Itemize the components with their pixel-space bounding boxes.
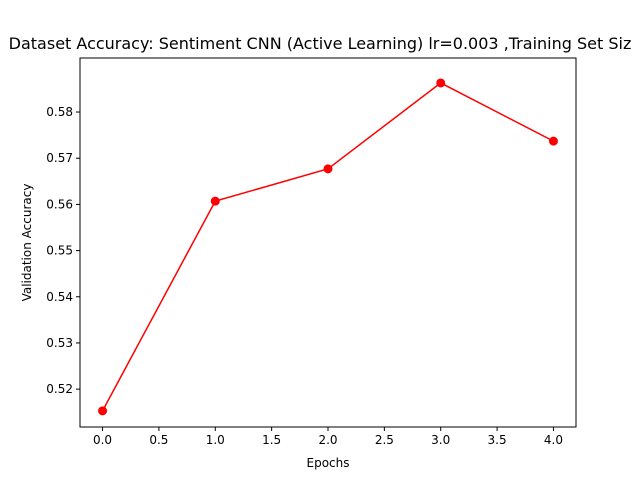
data-point [210,196,220,206]
y-tick-label: 0.53 [46,336,73,350]
y-tick-label: 0.55 [46,244,73,258]
y-tick-label: 0.57 [46,151,73,165]
series-layer [98,78,558,416]
data-point [548,136,558,146]
y-axis-ticks: 0.52 0.53 0.54 0.55 0.56 0.57 0.58 [46,105,80,396]
y-tick-label: 0.56 [46,197,73,211]
x-tick-label: 0.0 [93,433,112,447]
y-tick-label: 0.52 [46,382,73,396]
data-point [436,78,446,88]
y-tick-label: 0.58 [46,105,73,119]
x-axis-ticks: 0.0 0.5 1.0 1.5 2.0 2.5 3.0 3.5 4.0 [93,427,563,447]
x-tick-label: 2.0 [318,433,337,447]
data-point [98,406,108,416]
x-tick-label: 4.0 [544,433,563,447]
x-tick-label: 0.5 [149,433,168,447]
y-axis-label: Validation Accuracy [20,184,34,302]
x-tick-label: 1.0 [206,433,225,447]
x-tick-label: 3.0 [431,433,450,447]
data-point [323,164,333,174]
chart-title: Dataset Accuracy: Sentiment CNN (Active … [9,34,632,53]
y-tick-label: 0.54 [46,290,73,304]
x-axis-label: Epochs [307,456,350,470]
x-tick-label: 2.5 [375,433,394,447]
x-tick-label: 1.5 [262,433,281,447]
x-tick-label: 3.5 [488,433,507,447]
